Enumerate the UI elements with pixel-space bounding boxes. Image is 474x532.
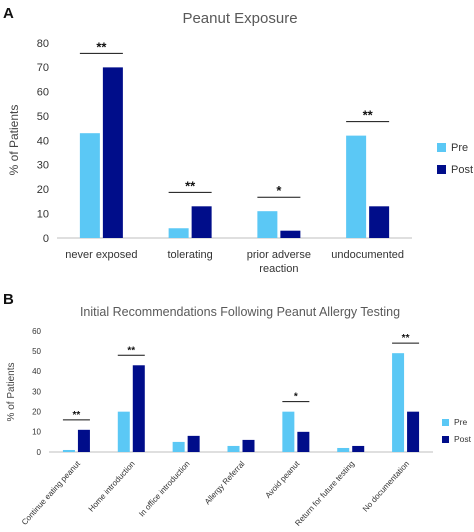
category-labels: Continue eating peanut Home introduction I…	[20, 459, 411, 528]
significance-marker: **	[185, 178, 196, 193]
x-tick-label-line: tolerating	[167, 249, 212, 261]
bar-pre-avoid-peanut	[282, 411, 295, 452]
legend-label-pre: Pre	[451, 142, 468, 154]
y-axis-label: % of Patients	[7, 105, 21, 176]
y-tick-label: 0	[37, 448, 42, 457]
legend-label-pre: Pre	[454, 417, 468, 427]
panel-label-a: A	[3, 5, 14, 22]
chart-peanut-exposure: A Peanut Exposure % of Patients 0 10 20 30 4…	[3, 5, 473, 275]
significance-marker: **	[96, 39, 107, 54]
y-tick-label: 20	[32, 407, 41, 416]
x-tick-label: undocumented	[331, 249, 404, 261]
x-tick-label: tolerating	[167, 249, 212, 261]
y-tick-label: 20	[37, 184, 49, 196]
bar-post-continue-eating-peanut	[77, 429, 90, 452]
x-tick-label-line: undocumented	[331, 249, 404, 261]
bar-post-in-office-introduction	[187, 435, 200, 452]
bar-pre-home-introduction	[117, 411, 130, 452]
x-tick-label: Avoid peanut	[263, 459, 301, 500]
y-tick-label: 70	[37, 62, 49, 74]
bar-pre-undocumented	[346, 135, 367, 238]
bar-pre-continue-eating-peanut	[62, 449, 75, 452]
legend: Pre Post	[442, 417, 472, 444]
y-tick-label: 30	[32, 387, 41, 396]
bar-pre-tolerating	[168, 228, 189, 238]
y-tick-label: 40	[32, 367, 41, 376]
bar-pre-allergy-referral	[227, 445, 240, 452]
legend-swatch-post	[437, 165, 446, 174]
significance-marker: *	[276, 183, 282, 198]
significance-markers: *******	[62, 333, 420, 421]
significance-markers: *******	[79, 39, 390, 198]
chart-title: Peanut Exposure	[182, 10, 297, 27]
y-tick-label: 0	[43, 233, 49, 245]
y-tick-label: 60	[32, 327, 41, 336]
x-tick-label: prior adverse reaction	[247, 249, 311, 275]
chart-title: Initial Recommendations Following Peanut…	[80, 305, 400, 319]
x-tick-label-line: never exposed	[65, 249, 137, 261]
legend-swatch-post	[442, 436, 449, 443]
bar-post-no-documentation	[407, 411, 420, 452]
x-tick-label: never exposed	[65, 249, 137, 261]
bars	[62, 353, 420, 452]
panel-label-b: B	[3, 291, 14, 308]
legend-label-post: Post	[451, 164, 473, 176]
y-tick-label: 30	[37, 160, 49, 172]
bar-pre-prior-adverse-reaction	[257, 211, 278, 238]
bar-post-prior-adverse-reaction	[280, 230, 301, 238]
bar-post-home-introduction	[132, 365, 145, 452]
chart-initial-recommendations: B Initial Recommendations Following Pean…	[3, 291, 472, 528]
y-tick-label: 40	[37, 135, 49, 147]
significance-marker: **	[73, 410, 81, 421]
y-tick-label: 50	[32, 347, 41, 356]
legend-swatch-pre	[437, 143, 446, 152]
bar-post-tolerating	[191, 206, 212, 238]
bar-post-avoid-peanut	[297, 431, 310, 452]
y-tick-label: 50	[37, 111, 49, 123]
significance-marker: **	[402, 333, 410, 344]
x-tick-label: Return for future testing	[293, 459, 356, 527]
bar-pre-never-exposed	[79, 133, 100, 238]
x-tick-label-line: reaction	[259, 263, 298, 275]
y-tick-label: 60	[37, 87, 49, 99]
bar-pre-return-for-future-testing	[337, 447, 350, 452]
x-tick-label: Allergy Referral	[203, 459, 247, 506]
bar-post-never-exposed	[102, 67, 123, 238]
bar-pre-no-documentation	[392, 353, 405, 452]
category-labels: never exposed tolerating prior adverse reac…	[65, 249, 404, 275]
y-tick-label: 10	[37, 208, 49, 220]
x-tick-label: In office introduction	[137, 459, 191, 518]
x-tick-label: Home introduction	[87, 459, 137, 513]
bars	[79, 67, 390, 238]
legend: Pre Post	[437, 142, 473, 176]
significance-marker: **	[363, 108, 374, 123]
x-tick-label: Continue eating peanut	[20, 459, 83, 527]
significance-marker: **	[127, 345, 135, 356]
y-axis-label: % of Patients	[6, 363, 17, 422]
bar-pre-in-office-introduction	[172, 441, 185, 452]
x-tick-label: No documentation	[361, 459, 411, 513]
bar-post-undocumented	[369, 206, 390, 238]
x-tick-label-line: prior adverse	[247, 249, 311, 261]
bar-post-return-for-future-testing	[352, 445, 365, 452]
axes: 0 10 20 30 40 50 60	[32, 327, 433, 457]
legend-swatch-pre	[442, 419, 449, 426]
significance-marker: *	[294, 392, 298, 403]
legend-label-post: Post	[454, 434, 472, 444]
bar-post-allergy-referral	[242, 439, 255, 452]
y-tick-label: 80	[37, 38, 49, 50]
y-tick-label: 10	[32, 428, 41, 437]
